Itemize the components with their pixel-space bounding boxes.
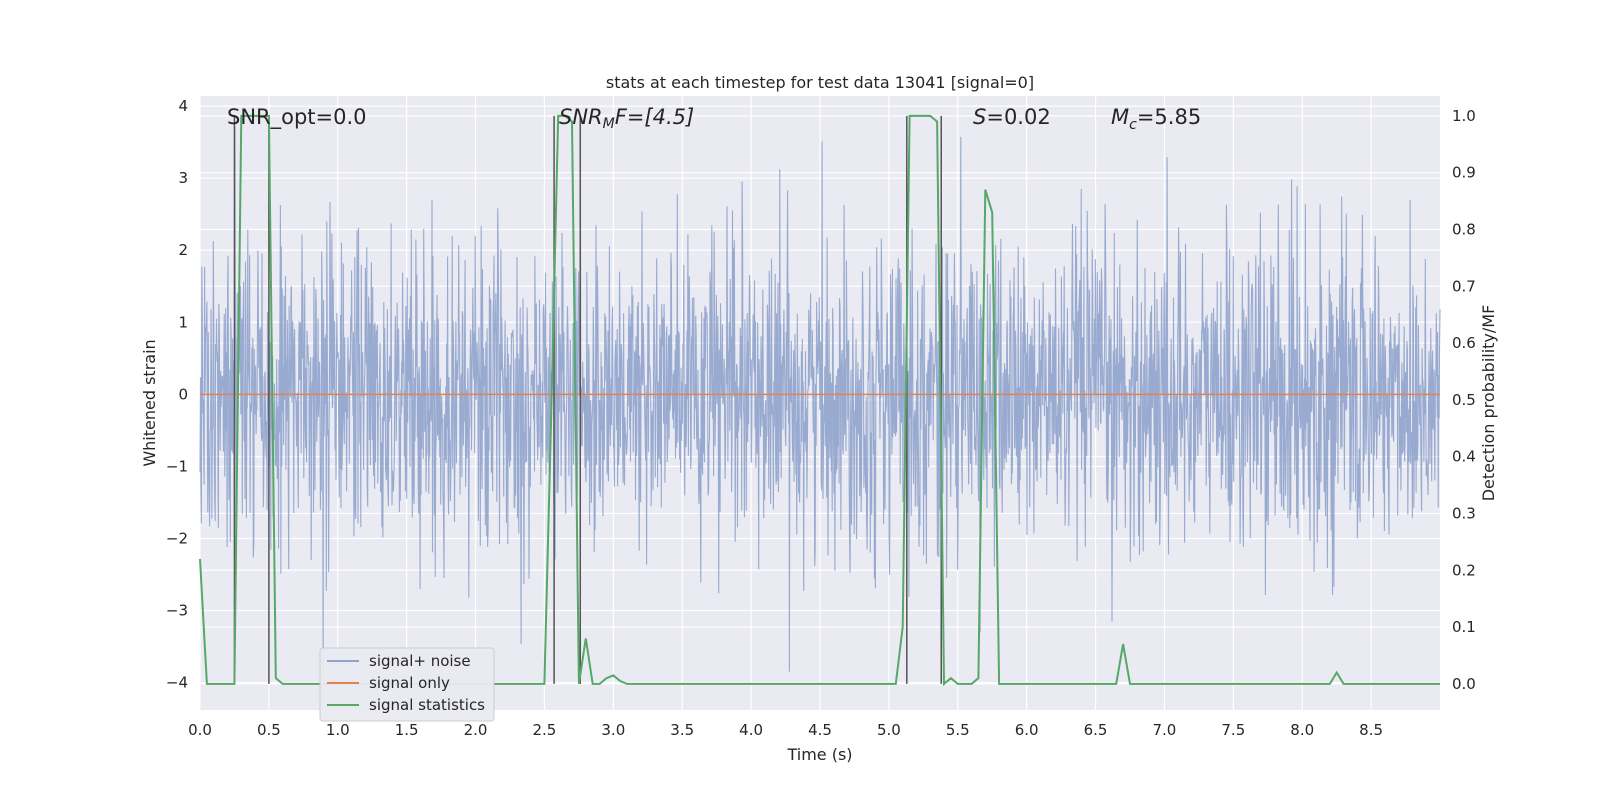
x-tick-label: 0.5 [257,721,281,739]
y-left-tick-labels: −4 −3 −2 −1 0 1 2 3 4 [166,97,188,692]
x-tick-label: 6.5 [1084,721,1108,739]
y-right-axis-label: Detection probability/MF [1479,305,1498,502]
x-tick-label: 8.0 [1290,721,1314,739]
y-right-tick-label: 1.0 [1452,107,1476,125]
y-right-tick-label: 0.0 [1452,675,1476,693]
annotation-s: S=0.02 [973,105,1051,129]
y-right-tick-label: 0.9 [1452,164,1476,182]
y-left-tick-label: 3 [178,169,188,187]
legend-label-statistics: signal statistics [369,696,485,714]
legend: signal+ noise signal only signal statist… [319,647,495,722]
legend-box [319,647,495,722]
legend-label-noise: signal+ noise [369,652,471,670]
y-right-tick-label: 0.3 [1452,504,1476,522]
y-left-tick-label: −1 [166,457,188,475]
y-right-tick-label: 0.1 [1452,618,1476,636]
noise-series [199,126,1441,675]
x-tick-label: 1.5 [395,721,419,739]
y-left-tick-label: 1 [178,313,188,331]
y-right-tick-label: 0.5 [1452,391,1476,409]
x-tick-label: 8.5 [1359,721,1383,739]
y-left-tick-label: −3 [166,602,188,620]
noise-trace [199,126,1441,675]
x-tick-label: 6.0 [1015,721,1039,739]
y-left-tick-label: −2 [166,529,188,547]
signal-statistics-series [199,114,1440,687]
y-right-tick-label: 0.7 [1452,277,1476,295]
x-axis-label: Time (s) [786,745,852,764]
x-tick-label: 5.5 [946,721,970,739]
y-left-tick-label: 4 [178,97,188,115]
annotation-snr-mf: SNRMF=[4.5] [559,105,694,132]
y-right-tick-label: 0.4 [1452,448,1476,466]
x-tick-label: 2.5 [533,721,557,739]
x-tick-label: 0.0 [188,721,212,739]
y-left-tick-label: 0 [178,385,188,403]
x-tick-labels: 0.0 0.5 1.0 1.5 2.0 2.5 3.0 3.5 4.0 4.5 5.0 5.5 6.0 6… [188,721,1383,739]
legend-label-signal-only: signal only [369,674,450,692]
y-right-tick-label: 0.2 [1452,561,1476,579]
y-right-tick-labels: 0.0 0.1 0.2 0.3 0.4 0.5 0.6 0.7 0.8 0.9 1.0 [1452,107,1476,693]
x-tick-label: 7.5 [1221,721,1245,739]
y-right-tick-label: 0.6 [1452,334,1476,352]
x-tick-label: 2.0 [464,721,488,739]
x-tick-label: 4.5 [808,721,832,739]
y-left-tick-label: 2 [178,241,188,259]
x-tick-label: 4.0 [739,721,763,739]
x-tick-label: 3.0 [601,721,625,739]
y-left-tick-label: −4 [166,674,188,692]
chart-title: stats at each timestep for test data 130… [606,73,1034,92]
x-tick-label: 5.0 [877,721,901,739]
x-tick-label: 3.5 [670,721,694,739]
x-tick-label: 7.0 [1153,721,1177,739]
annotation-snr-opt: SNR_opt=0.0 [227,105,367,130]
x-tick-label: 1.0 [326,721,350,739]
annotation-mc: Mc=5.85 [1111,105,1201,133]
y-right-tick-label: 0.8 [1452,220,1476,238]
vertical-markers [233,115,942,684]
statistics-line [199,114,1440,687]
y-left-axis-label: Whitened strain [140,339,159,466]
